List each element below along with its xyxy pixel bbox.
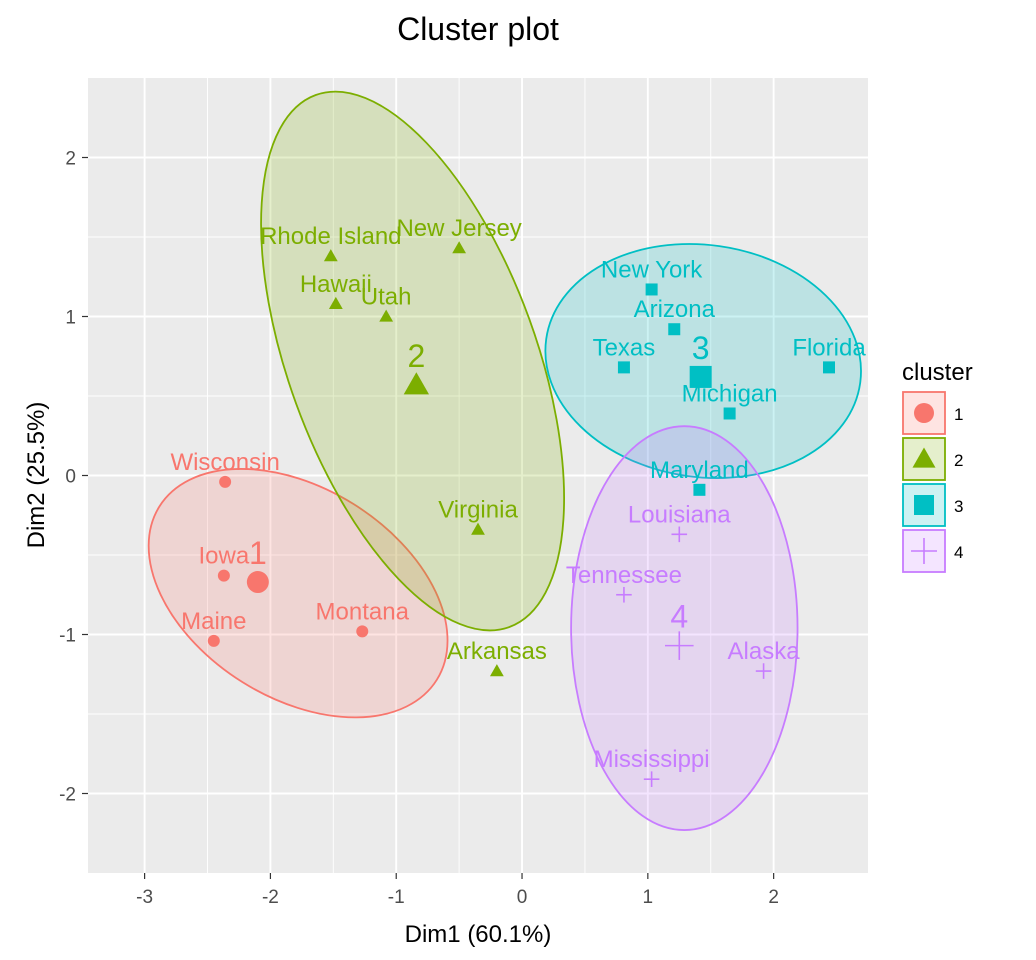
centroid-2 [403,372,430,395]
x-tick-label: 2 [768,887,779,908]
point-maine [207,634,220,647]
point-label: Maine [181,608,246,635]
x-axis: -3 -2 -1 0 1 2 [136,873,779,908]
point-label: Utah [361,284,412,311]
x-tick-label: 0 [517,887,528,908]
point-label: Iowa [199,543,250,570]
legend-symbol-2 [912,447,936,468]
point-florida [823,361,835,374]
point-label: Mississippi [594,746,710,773]
y-axis-title: Dim2 (25.5%) [23,402,50,549]
x-tick-label: -2 [262,887,279,908]
point-label: Louisiana [628,501,731,528]
x-tick-label: -1 [388,887,405,908]
y-tick-label: -2 [59,785,76,806]
legend-key-2 [902,437,946,481]
point-arizona [668,323,681,336]
y-tick-label: -1 [59,626,76,647]
legend-symbol-1 [914,403,934,423]
point-label: Montana [316,598,410,625]
y-axis: -2 -1 0 1 2 [59,149,88,806]
centroids: 1 2 3 4 [246,330,712,660]
x-tick-label: 1 [643,887,654,908]
legend-label: 2 [954,451,963,470]
centroid-label: 4 [670,599,688,635]
point-rhode-island [323,249,338,262]
chart-title: Cluster plot [397,11,559,47]
point-maryland [693,483,706,496]
centroid-3 [689,365,712,388]
y-tick-label: 0 [65,467,76,488]
legend-title: cluster [902,359,973,386]
point-texas [617,361,630,374]
point-arkansas [489,664,504,677]
point-tennessee [616,586,632,603]
legend-label: 4 [954,543,963,562]
point-label: New Jersey [396,215,521,242]
cluster-ellipse-3 [544,243,862,479]
grid [88,78,868,873]
point-label: Texas [593,334,656,361]
centroid-label: 2 [407,338,425,374]
centroid-1 [246,571,269,594]
point-iowa [217,569,230,582]
point-hawaii [328,296,343,309]
centroid-4 [664,631,694,660]
ellipses [147,90,862,831]
point-label: Tennessee [566,562,682,589]
x-tick-label: -3 [136,887,153,908]
legend-symbol-4 [911,538,937,564]
legend: cluster 1 2 3 4 [902,359,973,573]
point-montana [356,625,369,638]
point-label: Virginia [438,497,518,524]
point-mississippi [643,771,660,787]
point-wisconsin [219,475,232,488]
y-tick-label: 2 [65,149,76,170]
x-axis-title: Dim1 (60.1%) [405,921,552,948]
cluster-ellipse-1 [147,468,449,719]
point-label: Arizona [634,296,716,323]
point-label: Wisconsin [170,449,279,476]
point-label: Florida [792,334,866,361]
centroid-label: 3 [692,330,710,366]
point-new-jersey [452,241,467,254]
point-label: New York [601,256,703,283]
point-label: Arkansas [447,638,547,665]
centroid-label: 1 [249,535,267,571]
point-utah [379,309,394,322]
point-michigan [723,407,736,420]
point-louisiana [671,526,688,543]
legend-label: 3 [954,497,963,516]
points [207,241,835,787]
y-tick-label: 1 [65,308,76,329]
point-label: Maryland [650,457,749,484]
cluster-ellipse-4 [570,425,799,831]
point-alaska [755,663,772,679]
point-new-york [645,283,658,296]
cluster-ellipse-2 [260,90,565,632]
point-virginia [471,522,485,535]
point-label: Rhode Island [260,223,401,250]
legend-symbol-3 [914,495,934,515]
point-label: Hawaii [300,271,372,298]
point-label: Alaska [728,638,801,665]
legend-label: 1 [954,405,963,424]
